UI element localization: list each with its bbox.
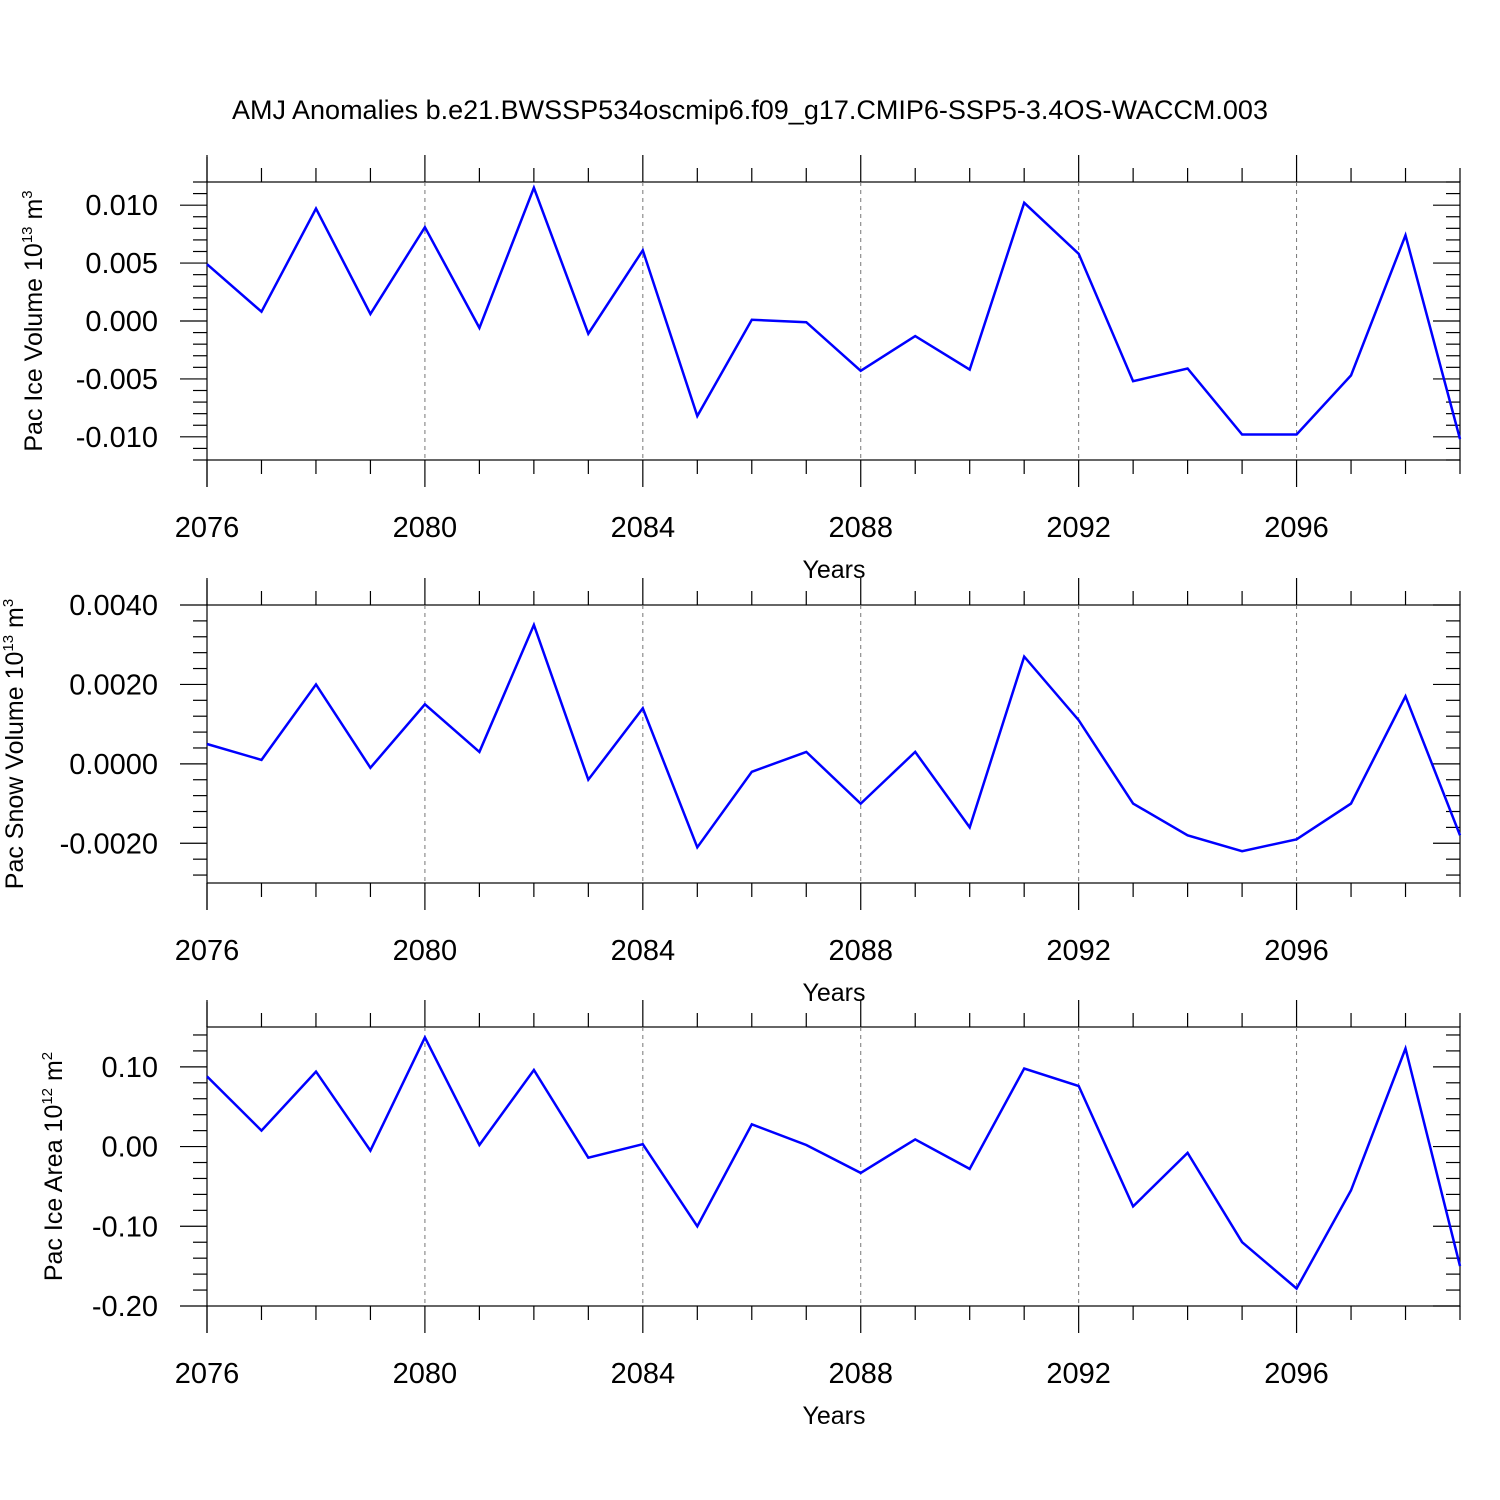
- y-axis-label-part: 2: [39, 1052, 56, 1060]
- series-line: [206, 1034, 1462, 1291]
- x-tick-label: 2076: [175, 1358, 240, 1390]
- x-tick-label: 2080: [393, 1358, 458, 1390]
- y-tick-label: -0.010: [76, 422, 158, 454]
- plot-frame: [206, 1026, 1461, 1307]
- y-axis-label-part: Pac Ice Volume 10: [20, 243, 48, 451]
- x-tick-label: 2080: [393, 935, 458, 967]
- y-tick-label: 0.005: [85, 248, 158, 280]
- x-tick-label: 2092: [1046, 935, 1111, 967]
- figure-title: AMJ Anomalies b.e21.BWSSP534oscmip6.f09_…: [232, 95, 1268, 125]
- y-axis-label-part: m: [40, 1060, 68, 1088]
- x-tick-label: 2088: [828, 935, 893, 967]
- y-axis-label-part: 3: [19, 190, 36, 198]
- y-tick-label: -0.10: [92, 1211, 158, 1243]
- x-tick-label: 2096: [1264, 1358, 1329, 1390]
- y-tick-label: 0.10: [102, 1052, 158, 1084]
- panel-2: 2076 2080 2084 2088 2092 2096 -0.0020 0.0000 0.0…: [0, 578, 1462, 1007]
- y-tick-label: 0.000: [85, 306, 158, 338]
- x-tick-label: 2088: [828, 512, 893, 544]
- x-tick-label: 2084: [611, 1358, 676, 1390]
- panel-3: 2076 2080 2084 2088 2092 2096 -0.20 -0.10 0.00 0.…: [39, 1000, 1462, 1430]
- y-axis-label-part: 12: [39, 1088, 56, 1105]
- x-tick-label: 2076: [175, 512, 240, 544]
- x-tick-label: 2084: [611, 512, 676, 544]
- y-tick-label: 0.0020: [69, 669, 158, 701]
- y-tick-label: -0.005: [76, 364, 158, 396]
- y-axis-label-part: 13: [0, 635, 17, 652]
- panel-1: 2076 2080 2084 2088 2092 2096 -0.010 -0.005 0.00…: [19, 155, 1462, 584]
- series-line: [206, 184, 1462, 440]
- y-tick-label: 0.0040: [69, 590, 158, 622]
- x-tick-label: 2080: [393, 512, 458, 544]
- x-axis-label: Years: [802, 979, 865, 1007]
- x-tick-label: 2076: [175, 935, 240, 967]
- series-line: [206, 621, 1462, 853]
- x-tick-label: 2084: [611, 935, 676, 967]
- x-tick-label: 2096: [1264, 935, 1329, 967]
- y-axis-label: Pac Ice Area 1012 m2: [39, 1052, 68, 1281]
- x-tick-label: 2092: [1046, 1358, 1111, 1390]
- x-tick-label: 2096: [1264, 512, 1329, 544]
- y-tick-label: 0.0000: [69, 749, 158, 781]
- y-axis-label-part: Pac Ice Area 10: [40, 1105, 68, 1282]
- y-tick-label: 0.010: [85, 190, 158, 222]
- x-axis-label: Years: [802, 556, 865, 584]
- y-tick-label: -0.0020: [60, 828, 158, 860]
- x-tick-label: 2092: [1046, 512, 1111, 544]
- x-axis-label: Years: [802, 1402, 865, 1430]
- y-axis-label-part: Pac Snow Volume 10: [1, 652, 29, 890]
- y-axis-label: Pac Snow Volume 1013 m3: [0, 599, 29, 889]
- y-tick-label: -0.20: [92, 1291, 158, 1323]
- x-tick-label: 2088: [828, 1358, 893, 1390]
- y-axis-label-part: m: [1, 607, 29, 635]
- plot-frame: [206, 181, 1461, 461]
- plot-frame: [206, 604, 1461, 884]
- y-axis-label-part: 3: [0, 599, 17, 607]
- y-axis-label-part: 13: [19, 226, 36, 243]
- y-axis-label: Pac Ice Volume 1013 m3: [19, 190, 48, 451]
- y-tick-label: 0.00: [102, 1132, 158, 1164]
- y-axis-label-part: m: [20, 199, 48, 227]
